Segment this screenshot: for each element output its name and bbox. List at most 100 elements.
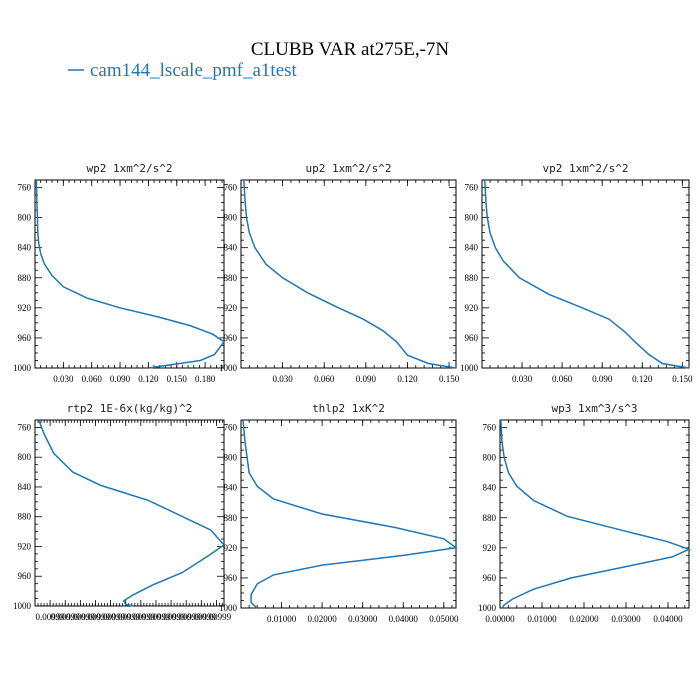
y-tick-label: 760 (483, 423, 497, 433)
y-tick-label: 960 (224, 333, 238, 343)
y-tick-label: 960 (224, 573, 238, 583)
y-tick-label: 840 (18, 243, 32, 253)
x-tick-label: 0.05000 (429, 614, 459, 624)
y-tick-label: 800 (483, 453, 497, 463)
x-tick-label: 0.02000 (308, 614, 338, 624)
y-tick-label: 880 (18, 512, 32, 522)
y-tick-label: 840 (224, 483, 238, 493)
y-tick-label: 800 (224, 453, 238, 463)
y-tick-label: 960 (18, 571, 32, 581)
y-tick-label: 920 (465, 303, 479, 313)
panel-title: vp2 1xm^2/s^2 (542, 162, 628, 175)
y-tick-label: 880 (224, 513, 238, 523)
y-tick-label: 800 (465, 213, 479, 223)
x-tick-label: 0.04000 (389, 614, 419, 624)
x-tick-label: 0.00999 (51, 612, 81, 622)
y-tick-label: 880 (224, 273, 238, 283)
plot-frame (34, 179, 225, 369)
panel-title: wp3 1xm^3/s^3 (551, 402, 637, 415)
x-tick-label: 0.00999 (96, 612, 126, 622)
x-tick-label: 0.120 (632, 374, 653, 384)
x-tick-label: 0.01000 (267, 614, 297, 624)
x-tick-label: 0.00999 (187, 612, 217, 622)
x-tick-label: 0.00999 (81, 612, 111, 622)
x-tick-label: 0.150 (672, 374, 693, 384)
x-tick-label: 0.030 (272, 374, 293, 384)
panel-title: rtp2 1E-6x(kg/kg)^2 (67, 402, 193, 415)
y-tick-label: 840 (224, 243, 238, 253)
x-tick-label: 0.030 (53, 374, 74, 384)
x-tick-label: 0.00999 (156, 612, 186, 622)
y-tick-label: 1000 (13, 363, 32, 373)
y-tick-label: 840 (18, 482, 32, 492)
y-tick-label: 1000 (478, 603, 497, 613)
x-tick-label: 0.00999 (172, 612, 202, 622)
panel-6: wp3 1xm^3/s^3 760 800 840 880 920 960 10000.000… (478, 402, 692, 624)
profile-line (35, 179, 226, 369)
x-tick-label: 0.090 (592, 374, 613, 384)
x-tick-label: 0.01000 (527, 614, 557, 624)
y-tick-label: 760 (465, 183, 479, 193)
y-tick-label: 920 (483, 543, 497, 553)
x-tick-label: 0.060 (552, 374, 573, 384)
x-tick-label: 0.00000 (485, 614, 515, 624)
panel-title: thlp2 1xK^2 (312, 402, 385, 415)
y-tick-label: 760 (18, 183, 32, 193)
y-tick-label: 760 (18, 422, 32, 432)
panels: wp2 1xm^2/s^2 760 800 840 880 920 960 1000 0.030… (13, 162, 693, 624)
x-tick-label: 0.03000 (611, 614, 641, 624)
panel-2: up2 1xm^2/s^2 760 800 840 880 920 960 1000 0.030… (219, 162, 460, 384)
y-tick-label: 1000 (460, 363, 479, 373)
y-tick-label: 1000 (219, 603, 238, 613)
panel-4: rtp2 1E-6x(kg/kg)^2 760 800 840 880 920 960 100… (13, 402, 232, 622)
profile-line (500, 419, 692, 609)
profile-line (38, 419, 226, 607)
plot-frame (34, 419, 225, 607)
x-tick-label: 0.180 (195, 374, 216, 384)
y-tick-label: 840 (465, 243, 479, 253)
x-tick-label: 0.00999 (126, 612, 156, 622)
panel-5: thlp2 1xK^2 760 800 840 880 920 960 1000 0.01000… (219, 402, 459, 624)
x-tick-label: 0.060 (314, 374, 335, 384)
x-tick-label: 0.090 (356, 374, 377, 384)
y-tick-label: 1000 (219, 363, 238, 373)
panel-1: wp2 1xm^2/s^2 760 800 840 880 920 960 1000 0.030… (13, 162, 226, 384)
legend-label: cam144_lscale_pmf_a1test (90, 60, 298, 81)
plot-frame (240, 419, 457, 609)
y-tick-label: 800 (18, 452, 32, 462)
x-tick-label: 0.090 (110, 374, 131, 384)
y-tick-label: 960 (465, 333, 479, 343)
x-tick-label: 0.150 (167, 374, 188, 384)
profile-line (243, 179, 457, 369)
y-tick-label: 880 (465, 273, 479, 283)
y-tick-label: 960 (483, 573, 497, 583)
figure-title: CLUBB VAR at275E,-7N (251, 39, 450, 60)
y-tick-label: 1000 (13, 601, 32, 611)
x-tick-label: 0.120 (138, 374, 159, 384)
x-tick-label: 0.030 (512, 374, 533, 384)
y-tick-label: 920 (224, 543, 238, 553)
profile-line (483, 179, 690, 369)
x-tick-label: 0.00999 (35, 612, 65, 622)
y-tick-label: 920 (224, 303, 238, 313)
panel-title: up2 1xm^2/s^2 (305, 162, 391, 175)
y-tick-label: 800 (18, 213, 32, 223)
x-tick-label: 0.00999 (141, 612, 171, 622)
x-tick-label: 0.150 (439, 374, 460, 384)
y-tick-label: 880 (483, 513, 497, 523)
plot-frame (240, 179, 457, 369)
y-tick-label: 920 (18, 303, 32, 313)
x-tick-label: 0.02000 (569, 614, 599, 624)
panel-3: vp2 1xm^2/s^2 760 800 840 880 920 960 1000 0.030… (460, 162, 693, 384)
legend: cam144_lscale_pmf_a1test (68, 60, 298, 81)
x-tick-label: 0.04000 (653, 614, 683, 624)
x-tick-label: 0.00999 (66, 612, 96, 622)
x-tick-label: 0.120 (397, 374, 418, 384)
y-tick-label: 840 (483, 483, 497, 493)
plot-frame (499, 419, 690, 609)
y-tick-label: 760 (224, 183, 238, 193)
plot-frame (481, 179, 690, 369)
y-tick-label: 760 (224, 423, 238, 433)
x-tick-label: 0.00999 (111, 612, 141, 622)
